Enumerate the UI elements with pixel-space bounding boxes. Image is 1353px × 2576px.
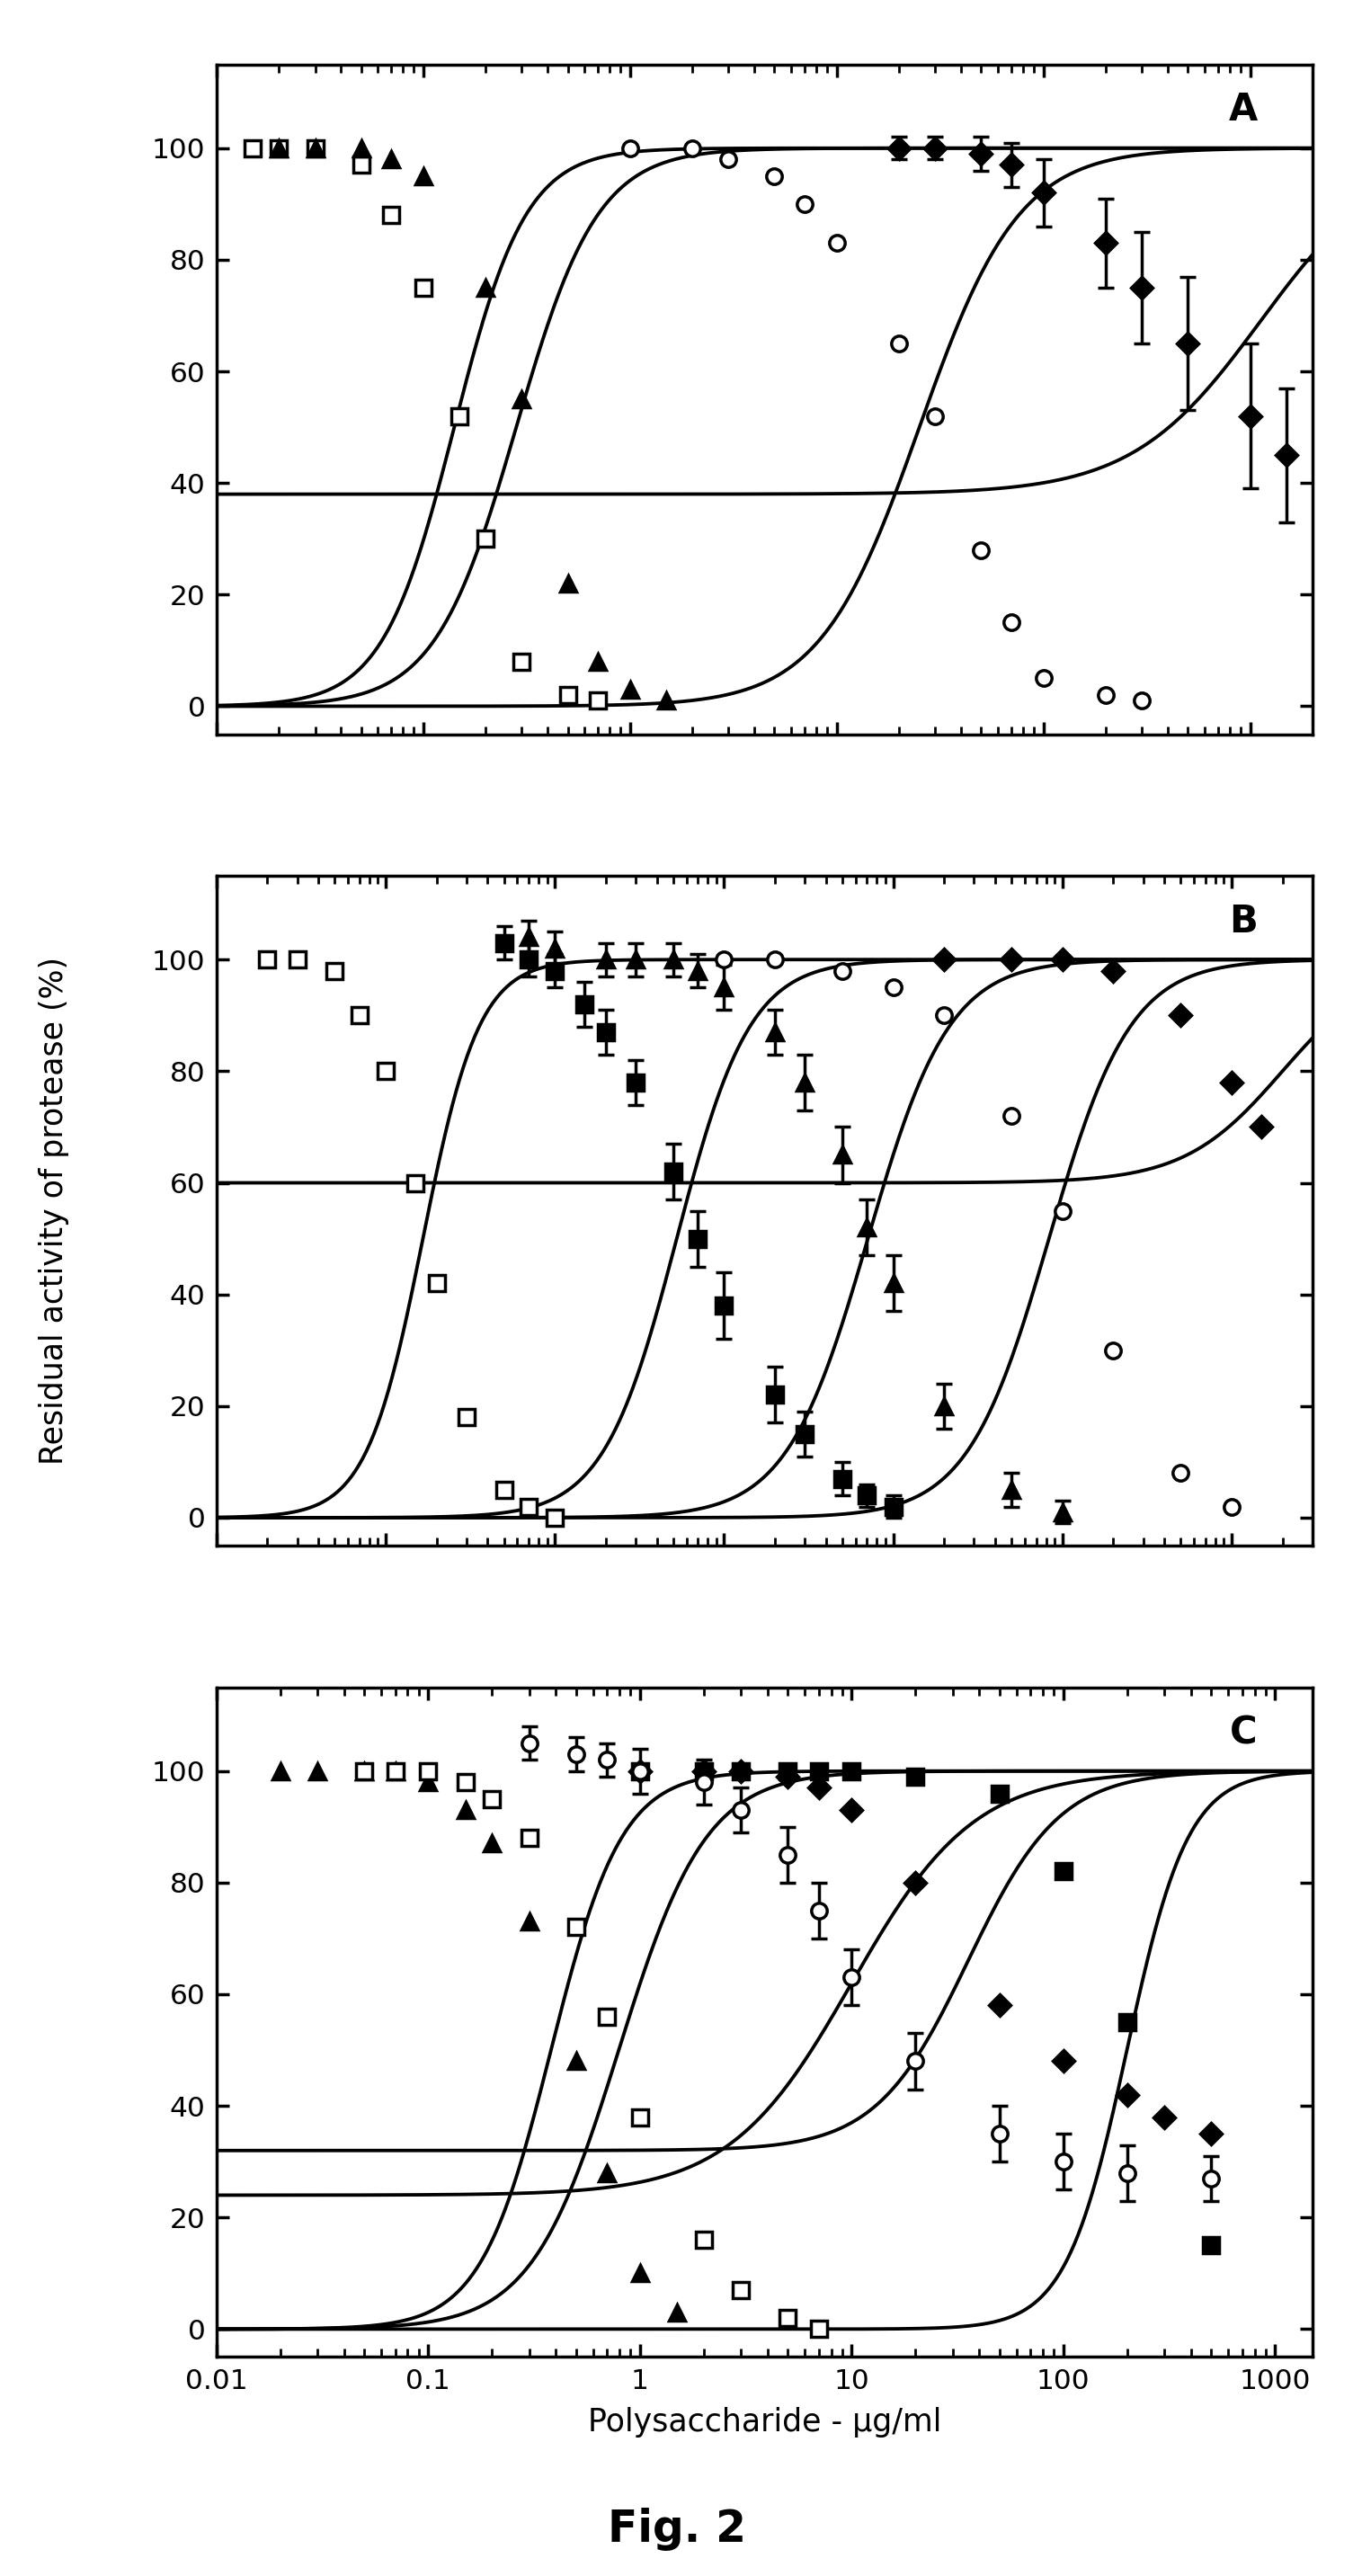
X-axis label: Polysaccharide - μg/ml: Polysaccharide - μg/ml: [587, 2406, 942, 2437]
Text: A: A: [1229, 90, 1257, 129]
Text: C: C: [1230, 1713, 1257, 1752]
Text: Fig. 2: Fig. 2: [607, 2509, 746, 2550]
Text: Residual activity of protease (%): Residual activity of protease (%): [39, 956, 69, 1466]
Text: B: B: [1229, 902, 1257, 940]
